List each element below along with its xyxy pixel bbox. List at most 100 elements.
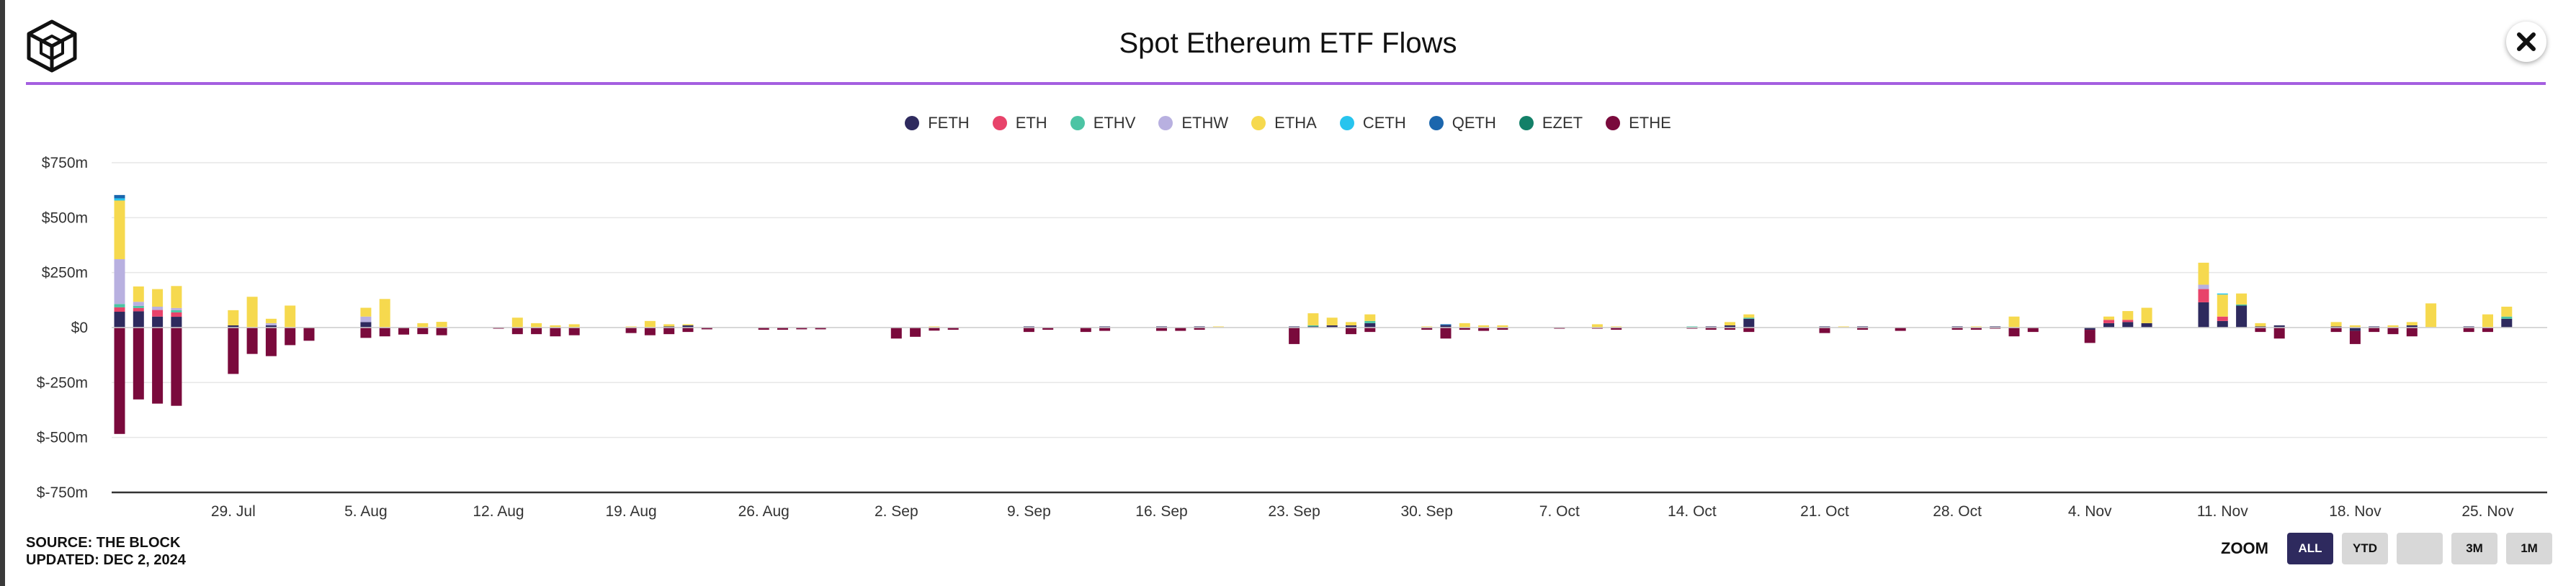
legend-item-ethe[interactable]: ETHE	[1606, 114, 1671, 132]
legend-dot-ethw	[1158, 116, 1173, 130]
bar-feth-day-64	[1326, 325, 1338, 328]
bar-etha-day-1	[133, 286, 144, 302]
bar-ethe-day-73	[1497, 328, 1508, 330]
legend-item-eth[interactable]: ETH	[992, 114, 1047, 132]
zoom-1m-button[interactable]: 1M	[2506, 533, 2552, 564]
bar-etha-day-117	[2330, 322, 2342, 327]
legend-label: FETH	[928, 114, 970, 132]
bar-feth-day-65	[1346, 325, 1356, 328]
bar-feth-day-124	[2463, 326, 2474, 328]
bar-eth-day-105	[2103, 320, 2114, 323]
legend-label: ETHA	[1274, 114, 1317, 132]
legend-dot-ethe	[1606, 116, 1621, 130]
bar-ethe-day-85	[1725, 328, 1735, 330]
bar-ethe-day-8	[265, 328, 277, 356]
bar-etha-day-13	[360, 307, 372, 317]
bar-etha-day-69	[1421, 326, 1433, 328]
bar-ethe-day-13	[360, 328, 372, 338]
bar-etha-day-63	[1307, 313, 1319, 325]
bar-feth-day-86	[1743, 318, 1755, 328]
bar-feth-day-66	[1364, 323, 1376, 328]
bar-ethe-day-98	[1970, 328, 1982, 330]
bar-ethw-day-13	[360, 316, 372, 323]
bar-etha-day-30	[682, 324, 694, 325]
legend-dot-ceth	[1339, 116, 1354, 130]
bar-ethw-day-8	[265, 323, 277, 325]
bar-etha-day-122	[2425, 303, 2437, 328]
bar-ethe-day-113	[2255, 328, 2266, 333]
bar-ethe-day-43	[929, 328, 940, 331]
zoom-all-button[interactable]: ALL	[2287, 533, 2333, 564]
bar-feth-day-85	[1725, 325, 1735, 328]
bar-ethe-day-23	[550, 328, 561, 337]
bar-feth-day-1	[133, 311, 144, 328]
bar-feth-day-107	[2141, 323, 2152, 328]
bar-ethe-day-56	[1175, 328, 1186, 331]
bar-ethe-day-90	[1819, 328, 1830, 333]
bar-feth-day-126	[2501, 318, 2513, 328]
bar-feth-day-57	[1194, 326, 1205, 328]
bar-ethe-day-37	[815, 328, 826, 330]
bar-ethw-day-1	[133, 302, 144, 306]
bar-etha-day-22	[531, 323, 542, 328]
bar-ethe-day-83	[1686, 328, 1698, 329]
bar-ethw-day-2	[152, 306, 164, 310]
bar-etha-day-110	[2198, 262, 2209, 285]
legend-item-ethw[interactable]: ETHW	[1158, 114, 1228, 132]
source-label: SOURCE: THE BLOCK	[26, 535, 181, 551]
bar-ethe-day-114	[2273, 328, 2285, 339]
bar-ethw-day-110	[2198, 284, 2209, 289]
legend-item-qeth[interactable]: QETH	[1428, 114, 1496, 132]
y-tick-label: $-750m	[37, 484, 88, 501]
bar-feth-day-110	[2198, 302, 2209, 328]
x-tick-label: 4. Nov	[2068, 503, 2112, 520]
bar-ethv-day-126	[2501, 316, 2513, 319]
bar-ethe-day-28	[644, 328, 656, 335]
legend-item-feth[interactable]: FETH	[905, 114, 970, 132]
bar-ethe-day-84	[1705, 328, 1717, 330]
x-tick-label: 29. Jul	[211, 503, 256, 520]
bar-ethe-day-0	[114, 328, 125, 434]
x-tick-label: 30. Sep	[1400, 503, 1452, 520]
bar-feth-day-55	[1156, 326, 1167, 328]
bar-ceth-day-0	[114, 198, 125, 201]
legend-item-ethv[interactable]: ETHV	[1070, 114, 1135, 132]
legend-item-ceth[interactable]: CETH	[1339, 114, 1406, 132]
bar-ethv-day-112	[2236, 304, 2248, 306]
zoom-blank-button[interactable]	[2397, 533, 2443, 564]
bar-etha-day-112	[2236, 293, 2248, 305]
source-note: SOURCE: THE BLOCK UPDATED: DEC 2, 2024	[26, 534, 186, 569]
bar-feth-day-0	[114, 312, 125, 328]
bar-ethe-day-120	[2387, 328, 2399, 335]
bar-etha-day-27	[625, 326, 637, 328]
bar-ceth-day-111	[2217, 293, 2228, 295]
bar-ethe-day-35	[777, 328, 788, 330]
x-tick-label: 7. Oct	[1539, 503, 1580, 520]
bar-ethe-day-14	[379, 328, 390, 337]
bar-feth-day-6	[228, 325, 239, 328]
zoom-3m-button[interactable]: 3M	[2451, 533, 2497, 564]
x-tick-label: 11. Nov	[2197, 503, 2248, 520]
bar-feth-day-48	[1023, 326, 1034, 328]
zoom-ytd-button[interactable]: YTD	[2342, 533, 2388, 564]
y-tick-label: $-500m	[37, 430, 88, 446]
bar-feth-day-90	[1819, 326, 1830, 328]
close-button[interactable]	[2506, 22, 2546, 62]
x-tick-label: 16. Sep	[1135, 503, 1187, 520]
bar-ethe-day-52	[1099, 328, 1111, 331]
bar-etha-day-9	[285, 305, 296, 328]
y-tick-label: $250m	[42, 265, 88, 281]
bar-etha-day-71	[1459, 323, 1470, 328]
bar-ethe-day-72	[1478, 328, 1490, 331]
legend-item-etha[interactable]: ETHA	[1251, 114, 1317, 132]
bar-ethe-day-79	[1611, 328, 1622, 330]
bar-etha-day-106	[2122, 311, 2134, 320]
y-tick-label: $500m	[42, 209, 88, 226]
bar-feth-day-119	[2369, 326, 2380, 328]
legend-item-ezet[interactable]: EZET	[1519, 114, 1583, 132]
bar-etha-day-73	[1497, 325, 1508, 328]
bar-qeth-day-0	[114, 194, 125, 199]
bar-etha-day-111	[2217, 294, 2228, 317]
bar-ethe-day-17	[436, 328, 447, 335]
